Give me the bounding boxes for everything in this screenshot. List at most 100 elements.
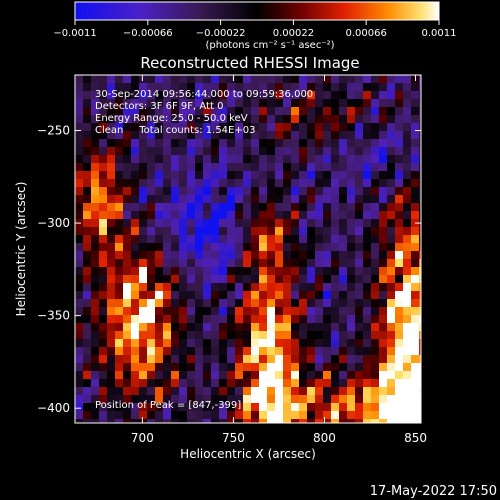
heatmap-cell [187, 251, 195, 259]
heatmap-cell [371, 323, 379, 331]
heatmap-cell [315, 283, 323, 291]
heatmap-cell [419, 123, 421, 131]
heatmap-cell [315, 339, 323, 347]
heatmap-cell [123, 171, 131, 179]
heatmap-cell [179, 419, 187, 423]
heatmap-cell [395, 291, 403, 299]
heatmap-cell [195, 307, 203, 315]
heatmap-cell [339, 307, 347, 315]
heatmap-cell [227, 99, 235, 107]
heatmap-cell [403, 291, 411, 299]
heatmap-cell [243, 107, 251, 115]
heatmap-cell [307, 347, 315, 355]
heatmap-cell [363, 403, 371, 411]
annotation-energy: Energy Range: 25.0 - 50.0 keV [95, 113, 248, 124]
heatmap-cell [395, 147, 403, 155]
heatmap-cell [275, 403, 283, 411]
heatmap-cell [171, 123, 179, 131]
heatmap-cell [323, 251, 331, 259]
heatmap-cell [107, 203, 115, 211]
heatmap-cell [163, 363, 171, 371]
heatmap-cell [163, 291, 171, 299]
heatmap-cell [291, 123, 299, 131]
heatmap-cell [99, 163, 107, 171]
heatmap-cell [331, 291, 339, 299]
heatmap-cell [371, 203, 379, 211]
heatmap-cell [259, 75, 267, 83]
heatmap-cell [419, 347, 421, 355]
heatmap-cell [211, 387, 219, 395]
heatmap-cell [219, 347, 227, 355]
heatmap-cell [299, 99, 307, 107]
heatmap-cell [363, 323, 371, 331]
heatmap-cell [331, 107, 339, 115]
heatmap-cell [211, 371, 219, 379]
heatmap-cell [227, 403, 235, 411]
annotation-detectors: Detectors: 3F 6F 9F, Att 0 [95, 101, 223, 112]
heatmap-cell [147, 155, 155, 163]
heatmap-cell [363, 179, 371, 187]
heatmap-cell [155, 331, 163, 339]
heatmap-cell [387, 115, 395, 123]
heatmap-cell [227, 155, 235, 163]
heatmap-cell [291, 251, 299, 259]
heatmap-cell [107, 419, 115, 423]
heatmap-cell [75, 371, 83, 379]
heatmap-cell [211, 163, 219, 171]
heatmap-cell [379, 171, 387, 179]
heatmap-cell [187, 115, 195, 123]
heatmap-cell [371, 211, 379, 219]
heatmap-cell [139, 403, 147, 411]
heatmap-cell [195, 379, 203, 387]
heatmap-cell [83, 411, 91, 419]
heatmap-cell [147, 203, 155, 211]
heatmap-cell [99, 315, 107, 323]
heatmap-cell [355, 75, 363, 83]
heatmap-cell [219, 371, 227, 379]
heatmap-cell [283, 251, 291, 259]
heatmap-cell [299, 419, 307, 423]
heatmap-cell [131, 363, 139, 371]
heatmap-cell [347, 355, 355, 363]
heatmap-cell [275, 195, 283, 203]
heatmap-cell [91, 163, 99, 171]
heatmap-cell [291, 331, 299, 339]
heatmap-cell [259, 403, 267, 411]
heatmap-cell [251, 339, 259, 347]
heatmap-cell [163, 339, 171, 347]
heatmap-cell [227, 107, 235, 115]
heatmap-cell [203, 347, 211, 355]
heatmap-cell [99, 235, 107, 243]
heatmap-cell [115, 235, 123, 243]
heatmap-cell [219, 251, 227, 259]
heatmap-cell [75, 307, 83, 315]
heatmap-cell [411, 363, 419, 371]
heatmap-cell [323, 203, 331, 211]
y-tick-label: −250 [37, 124, 70, 138]
heatmap-cell [283, 259, 291, 267]
heatmap-cell [131, 395, 139, 403]
heatmap-cell [251, 91, 259, 99]
heatmap-cell [195, 203, 203, 211]
heatmap-cell [355, 123, 363, 131]
heatmap-cell [331, 315, 339, 323]
heatmap-cell [315, 163, 323, 171]
heatmap-cell [419, 171, 421, 179]
heatmap-cell [411, 283, 419, 291]
heatmap-cell [147, 323, 155, 331]
heatmap-cell [403, 387, 411, 395]
heatmap-cell [163, 139, 171, 147]
heatmap-cell [291, 163, 299, 171]
heatmap-cell [339, 355, 347, 363]
heatmap-cell [187, 339, 195, 347]
heatmap-cell [411, 195, 419, 203]
heatmap-cell [115, 171, 123, 179]
y-tick-label: −350 [37, 309, 70, 323]
heatmap-cell [275, 147, 283, 155]
heatmap-cell [395, 251, 403, 259]
heatmap-cell [371, 235, 379, 243]
heatmap-cell [171, 83, 179, 91]
heatmap-cell [227, 283, 235, 291]
heatmap-cell [99, 195, 107, 203]
heatmap-cell [363, 379, 371, 387]
